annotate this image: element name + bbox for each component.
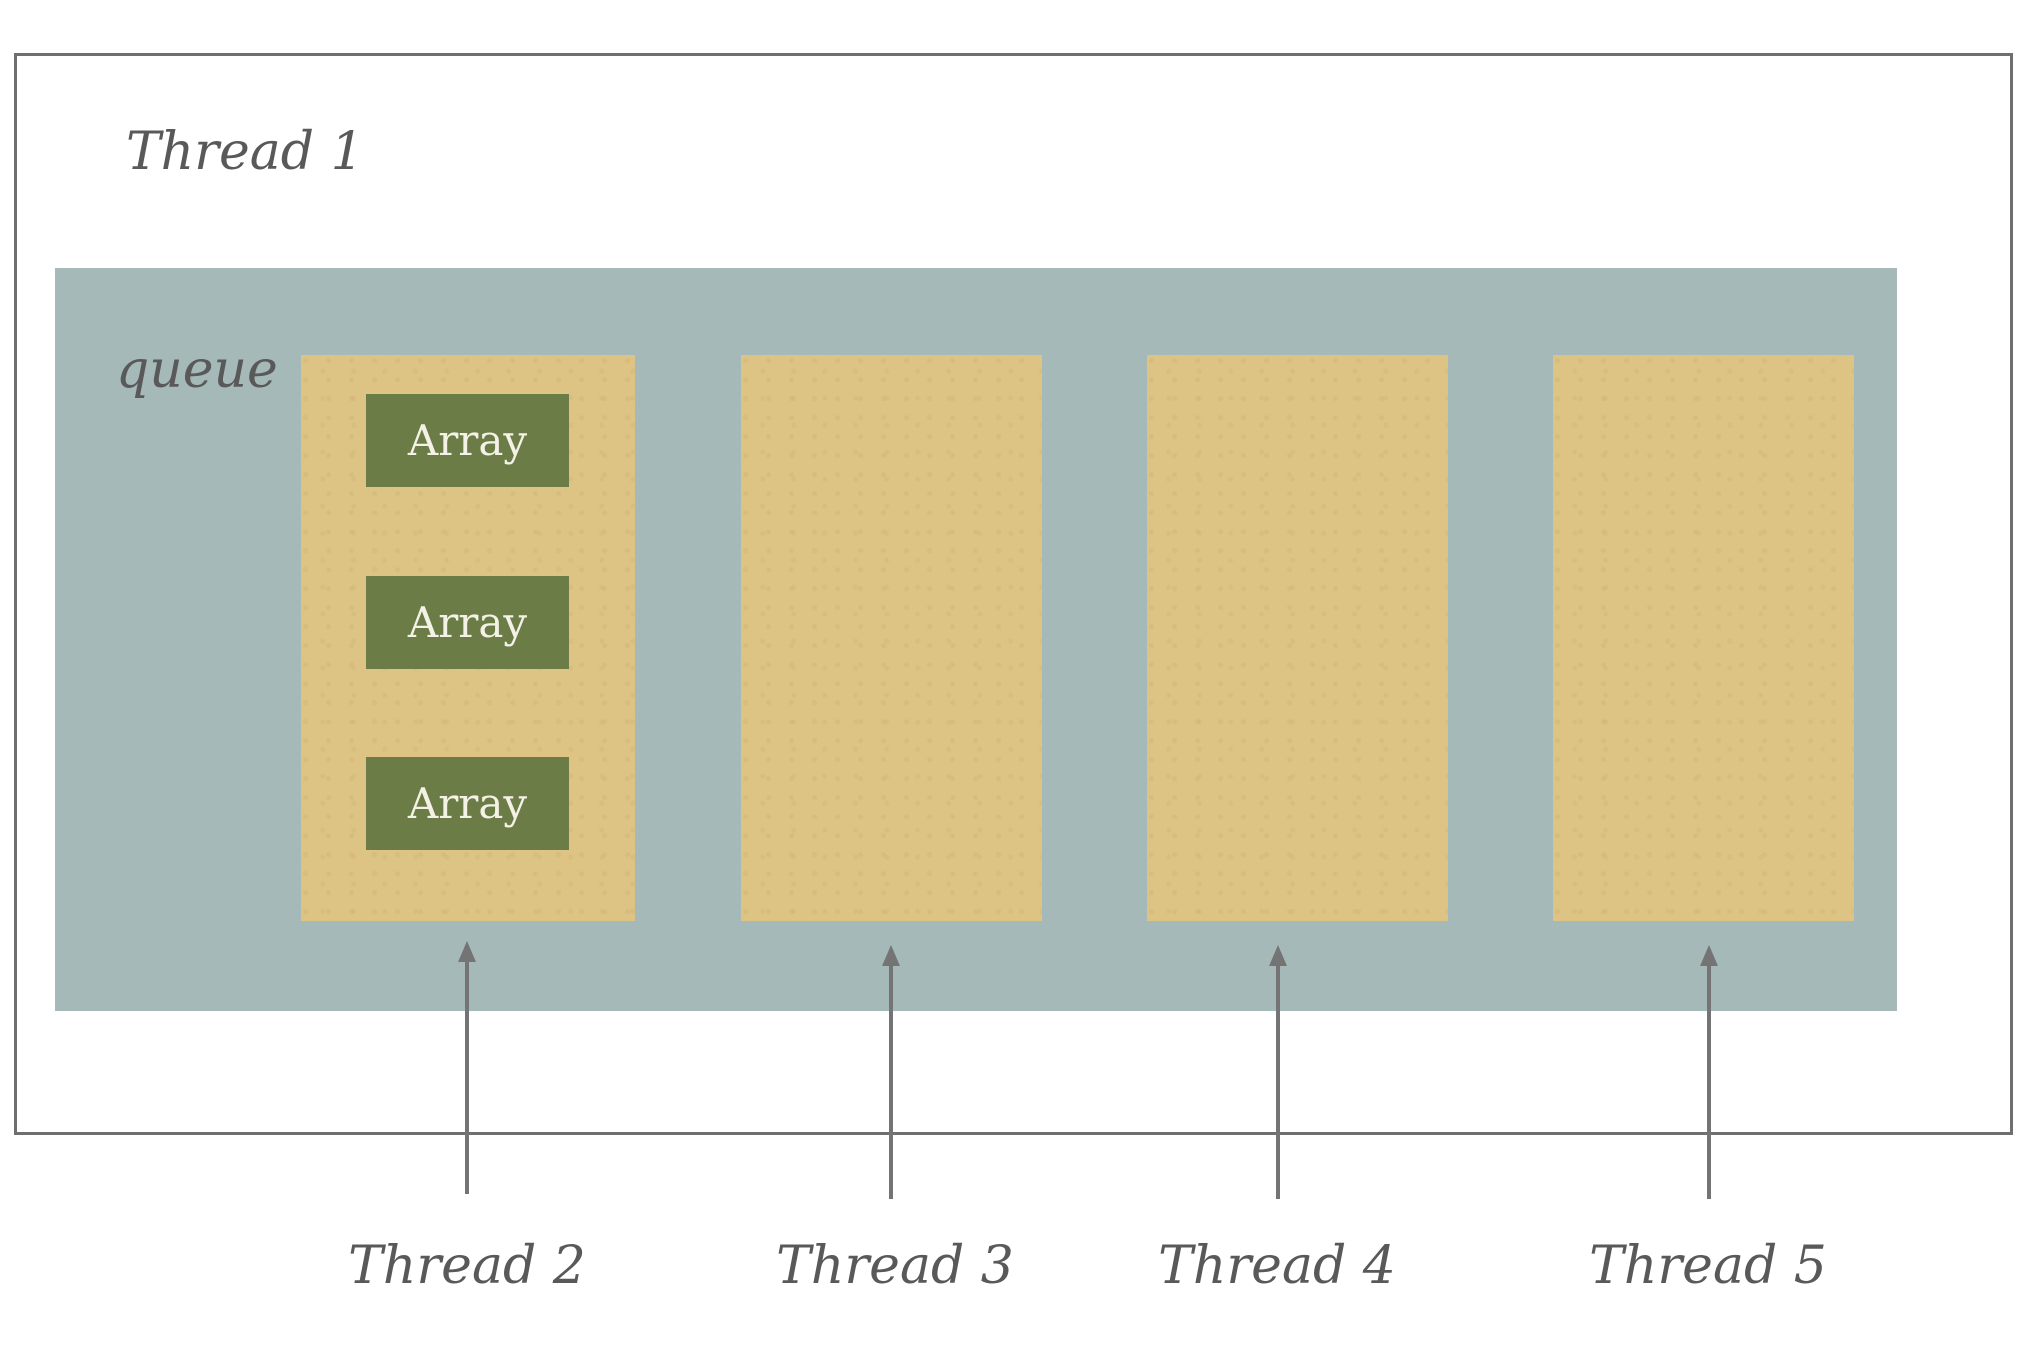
thread-3-label: Thread 3 <box>776 1236 1014 1296</box>
array-item: Array <box>366 394 569 487</box>
queue-slot-3 <box>1147 355 1448 921</box>
thread-5-label: Thread 5 <box>1589 1236 1827 1296</box>
thread-1-label: Thread 1 <box>126 122 364 182</box>
arrowhead-thread-2 <box>458 941 476 962</box>
array-item: Array <box>366 576 569 669</box>
arrowhead-thread-3 <box>882 945 900 966</box>
array-item: Array <box>366 757 569 850</box>
queue-slot-4 <box>1553 355 1854 921</box>
thread-4-label: Thread 4 <box>1158 1236 1396 1296</box>
arrowhead-thread-4 <box>1269 945 1287 966</box>
arrowhead-thread-5 <box>1700 945 1718 966</box>
thread-2-label: Thread 2 <box>348 1236 586 1296</box>
queue-slot-2 <box>741 355 1042 921</box>
queue-label: queue <box>116 340 278 400</box>
thread-1-container <box>14 53 2013 1135</box>
